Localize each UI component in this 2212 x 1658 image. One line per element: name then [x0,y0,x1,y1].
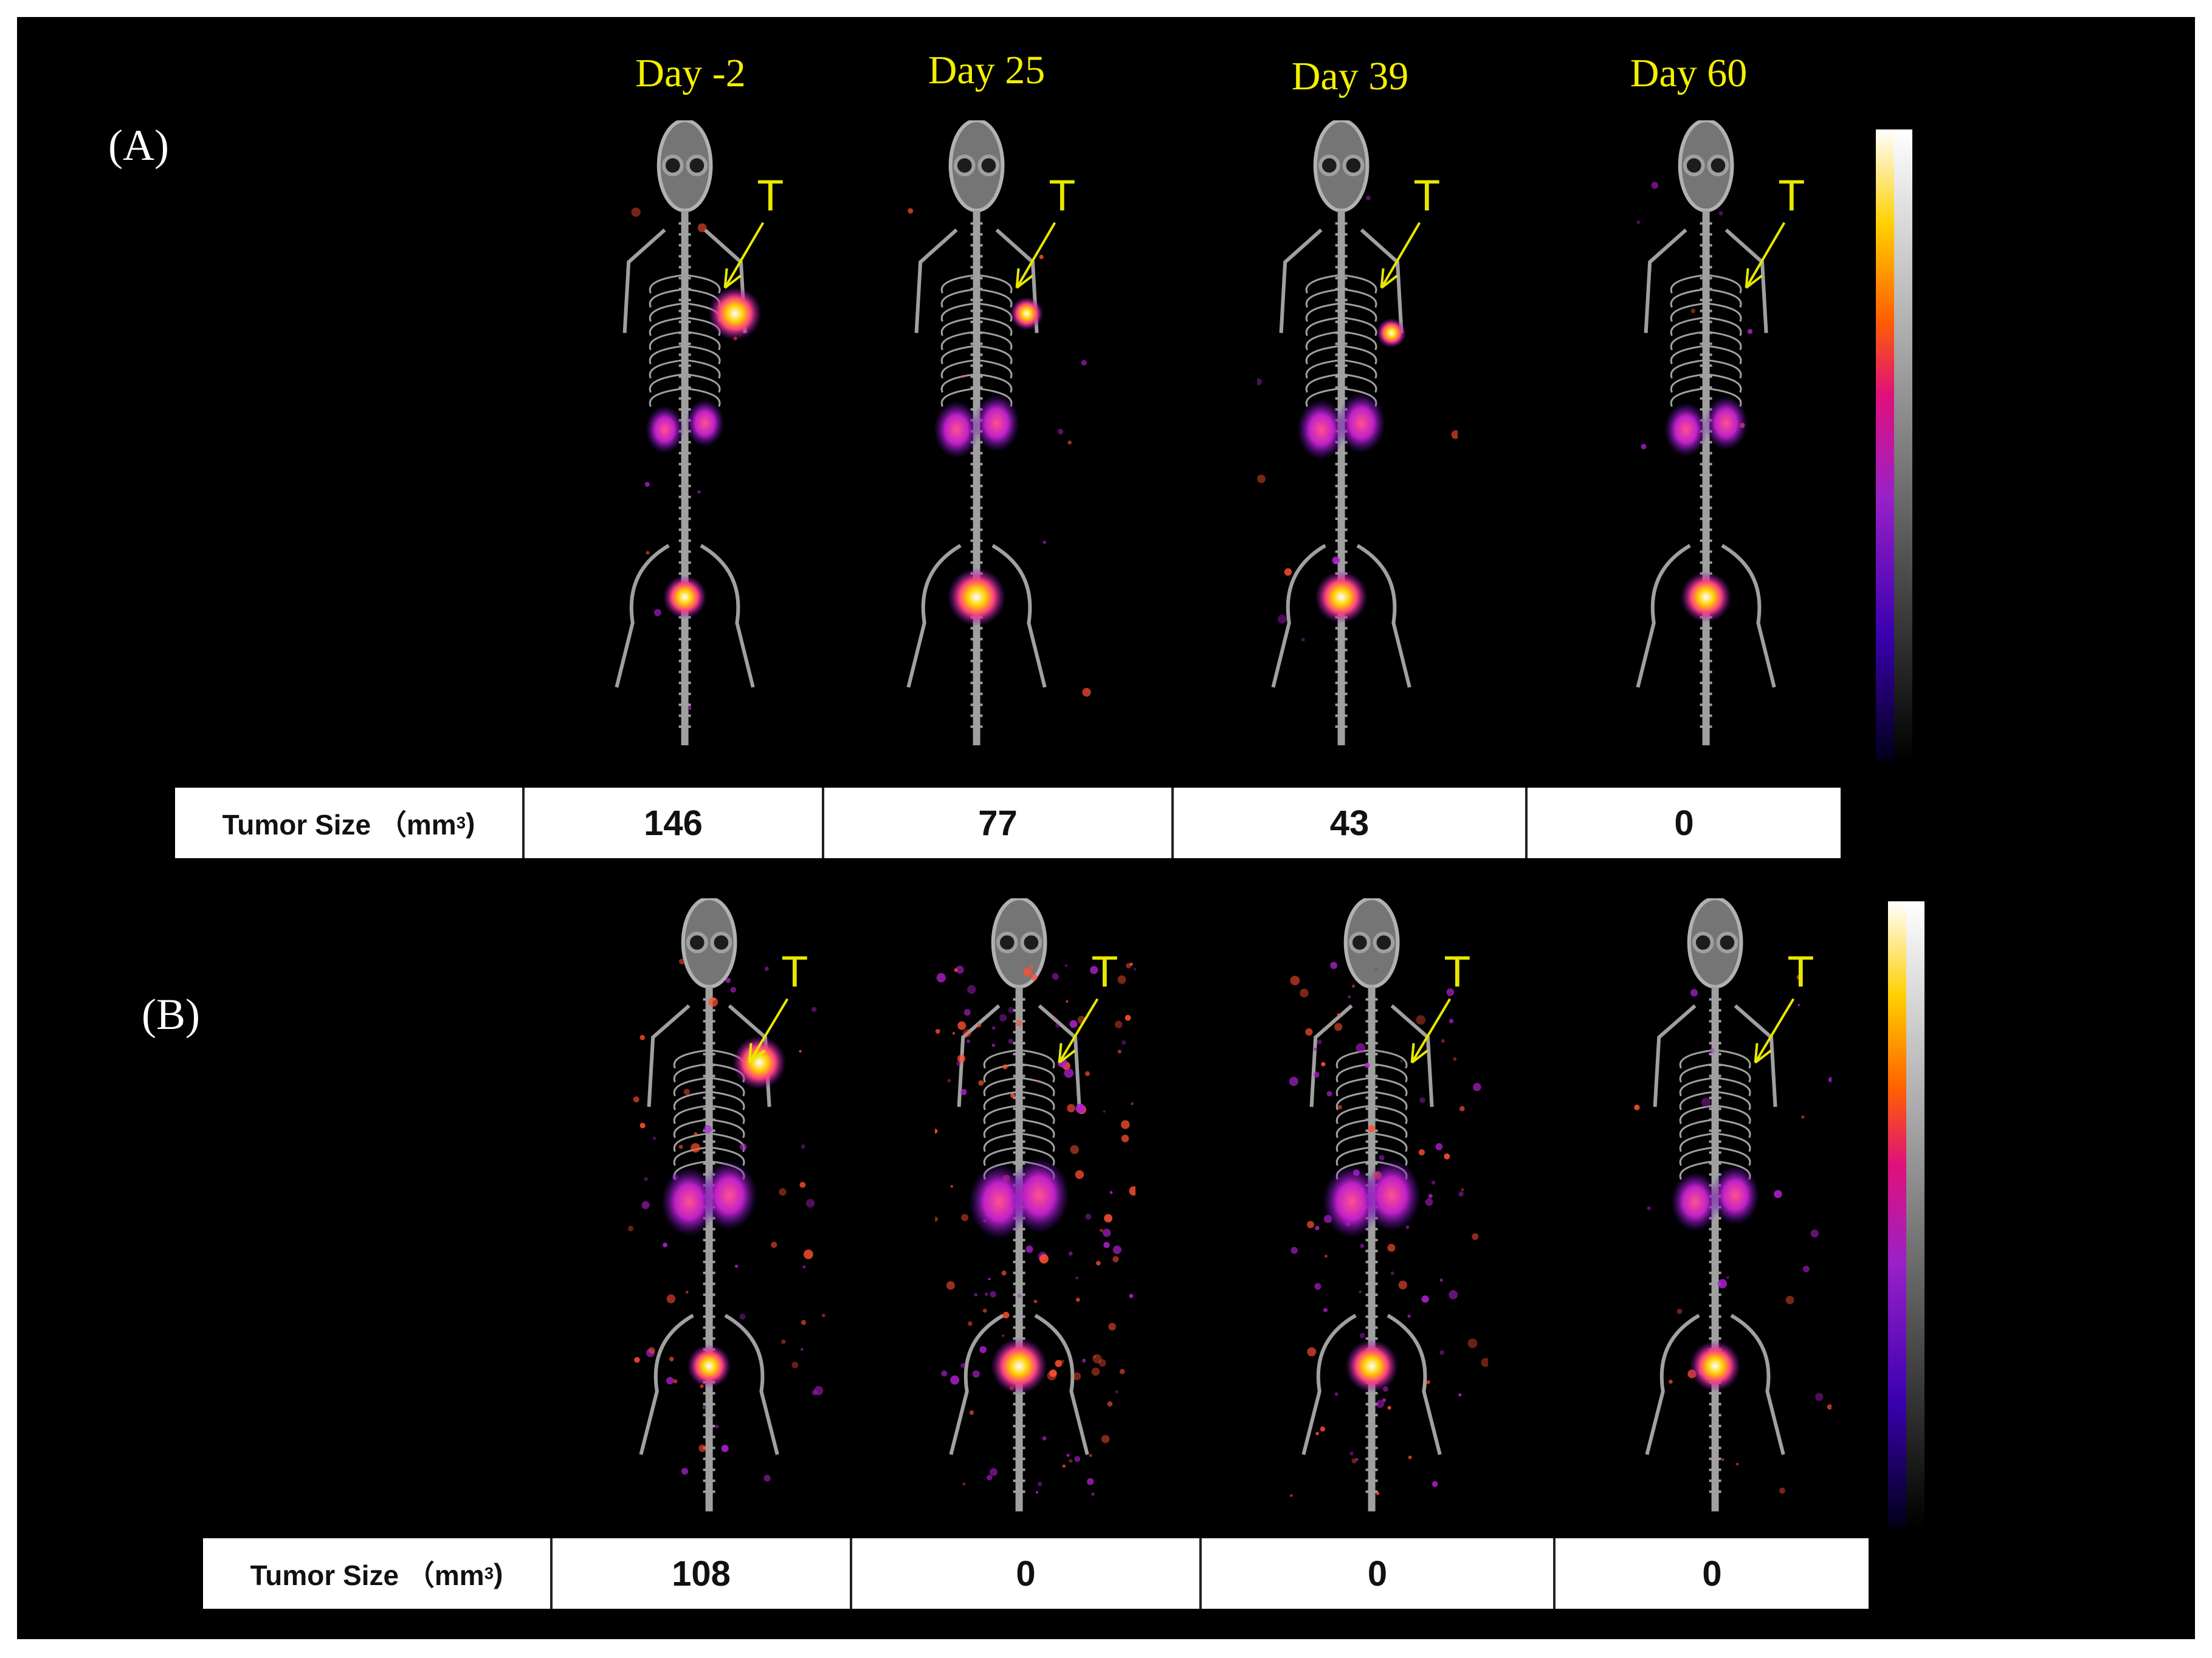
panel-label-a: (A) [108,121,169,170]
pet-image-a2: T [906,120,1091,746]
tumor-marker-label: T [1787,948,1814,997]
tumor-arrow [1754,998,1795,1064]
tumor-arrow [1015,222,1056,289]
tumor-size-header: Tumor Size （mm 3) [175,788,525,858]
pet-image-b3: T [1289,898,1488,1512]
colorbar-b [1888,901,1924,1527]
tumor-marker-label: T [757,171,784,220]
tumor-size-value: 77 [824,788,1174,858]
unit-superscript: 3 [484,1564,494,1583]
tumor-size-table-a: Tumor Size （mm 3) 146 77 43 0 [175,788,1841,858]
tumor-arrow [1058,998,1099,1064]
pet-image-a3: T [1257,120,1458,746]
tumor-size-value: 108 [553,1538,852,1609]
pet-image-b1: T [627,898,825,1512]
tumor-size-value: 146 [525,788,824,858]
tumor-marker-label: T [781,948,808,997]
tumor-size-header-close: ) [466,807,475,839]
tumor-marker-label: T [1091,948,1118,997]
tumor-arrow [1410,998,1452,1064]
colorbar-a [1876,129,1912,762]
tumor-size-header-text: Tumor Size （mm [250,1560,484,1591]
tumor-arrow [748,998,789,1064]
tumor-size-table-b: Tumor Size （mm 3) 108 0 0 0 [203,1538,1869,1609]
tumor-size-value: 43 [1174,788,1528,858]
day-label-4: Day 60 [1630,51,1748,95]
pet-image-b2: T [935,898,1135,1512]
day-label-2: Day 25 [928,48,1046,92]
pet-image-a1: T [615,120,784,746]
day-label-3: Day 39 [1291,54,1409,98]
pet-image-b4: T [1634,898,1831,1512]
unit-superscript: 3 [456,813,466,832]
tumor-arrow [1380,222,1421,289]
day-label-1: Day -2 [635,51,746,95]
tumor-size-header-close: ) [494,1558,503,1589]
tumor-size-value: 0 [1674,803,1694,843]
tumor-size-value: 0 [1202,1538,1556,1609]
panel-label-b: (B) [142,990,200,1039]
figure: (A) (B) Day -2 Day 25 Day 39 Day 60 T T … [17,17,2195,1639]
tumor-size-value: 0 [1702,1553,1722,1594]
tumor-size-header-text: Tumor Size （mm [222,809,457,841]
tumor-marker-label: T [1413,171,1440,220]
tumor-marker-label: T [1444,948,1470,997]
tumor-size-value: 0 [852,1538,1202,1609]
tumor-marker-label: T [1778,171,1805,220]
tumor-arrow [1745,222,1786,289]
tumor-size-header: Tumor Size （mm 3) [203,1538,553,1609]
pet-image-a4: T [1636,120,1805,746]
tumor-arrow [723,222,765,289]
tumor-marker-label: T [1049,171,1075,220]
